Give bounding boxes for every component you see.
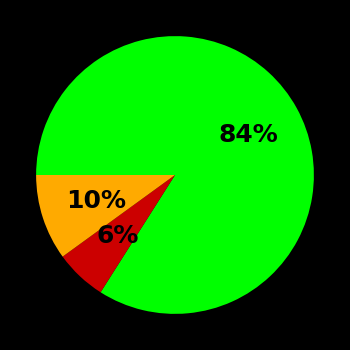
Wedge shape xyxy=(36,36,314,314)
Text: 10%: 10% xyxy=(66,189,126,213)
Text: 84%: 84% xyxy=(218,123,278,147)
Text: 6%: 6% xyxy=(97,224,139,248)
Wedge shape xyxy=(63,175,175,292)
Wedge shape xyxy=(36,175,175,257)
